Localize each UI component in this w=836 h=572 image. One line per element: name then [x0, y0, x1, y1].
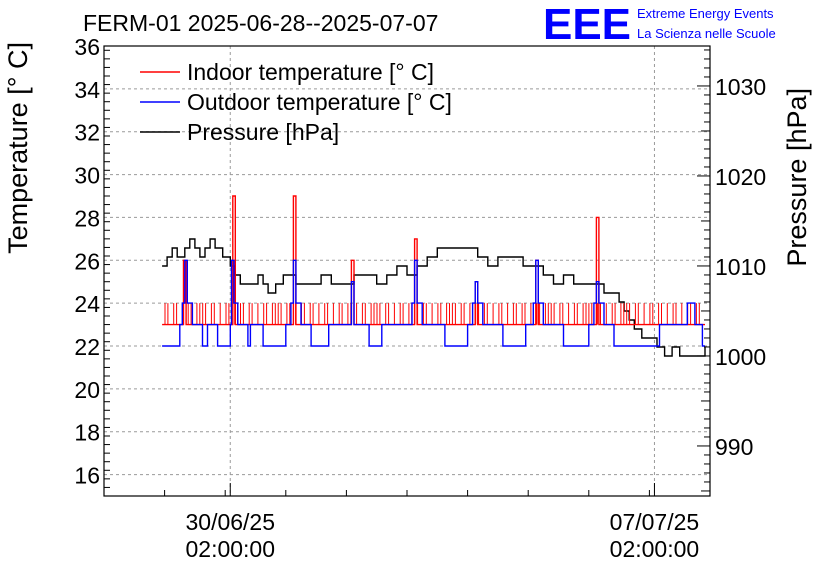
x-tick-label-time: 02:00:00 — [610, 536, 700, 562]
right-tick-label: 1020 — [715, 164, 766, 190]
left-tick-label: 36 — [74, 34, 100, 60]
right-tick-label: 1000 — [715, 344, 766, 370]
eee-logo-mark: EEE — [543, 0, 631, 49]
chart-title: FERM-01 2025-06-28--2025-07-07 — [83, 10, 438, 36]
series-line — [162, 238, 706, 357]
legend-label: Indoor temperature [° C] — [187, 59, 434, 85]
series-line — [162, 259, 705, 347]
logo-line-2: La Scienza nelle Scuole — [637, 26, 776, 41]
left-tick-label: 22 — [74, 334, 100, 360]
left-tick-label: 32 — [74, 120, 100, 146]
legend-label: Pressure [hPa] — [187, 119, 339, 145]
grid-lines — [104, 46, 710, 496]
left-tick-label: 30 — [74, 163, 100, 189]
left-tick-label: 18 — [74, 420, 100, 446]
x-tick-label-date: 07/07/25 — [610, 509, 700, 535]
legend: Indoor temperature [° C] Outdoor temperat… — [140, 59, 452, 145]
left-tick-label: 28 — [74, 205, 100, 231]
right-axis-title: Pressure [hPa] — [782, 88, 812, 267]
eee-logo: EEE Extreme Energy Events La Scienza nel… — [543, 0, 776, 49]
left-tick-label: 16 — [74, 463, 100, 489]
right-tick-label: 1030 — [715, 74, 766, 100]
series-2 — [162, 238, 706, 357]
series-layer — [162, 195, 706, 357]
left-tick-label: 24 — [74, 291, 100, 317]
left-axis-title: Temperature [° C] — [3, 42, 33, 254]
left-tick-label: 34 — [74, 77, 100, 103]
right-tick-label: 1010 — [715, 254, 766, 280]
legend-label: Outdoor temperature [° C] — [187, 89, 452, 115]
series-line — [164, 303, 700, 325]
series-1 — [162, 259, 705, 347]
right-axis: 990 1000 1010 1020 1030 — [697, 49, 766, 492]
left-tick-label: 20 — [74, 377, 100, 403]
left-axis: 16 18 20 22 24 26 28 30 32 34 36 — [74, 34, 110, 497]
x-tick-label-time: 02:00:00 — [185, 536, 275, 562]
x-tick-label-date: 30/06/25 — [185, 509, 275, 535]
logo-line-1: Extreme Energy Events — [637, 6, 774, 21]
right-tick-label: 990 — [715, 434, 753, 460]
left-tick-label: 26 — [74, 248, 100, 274]
